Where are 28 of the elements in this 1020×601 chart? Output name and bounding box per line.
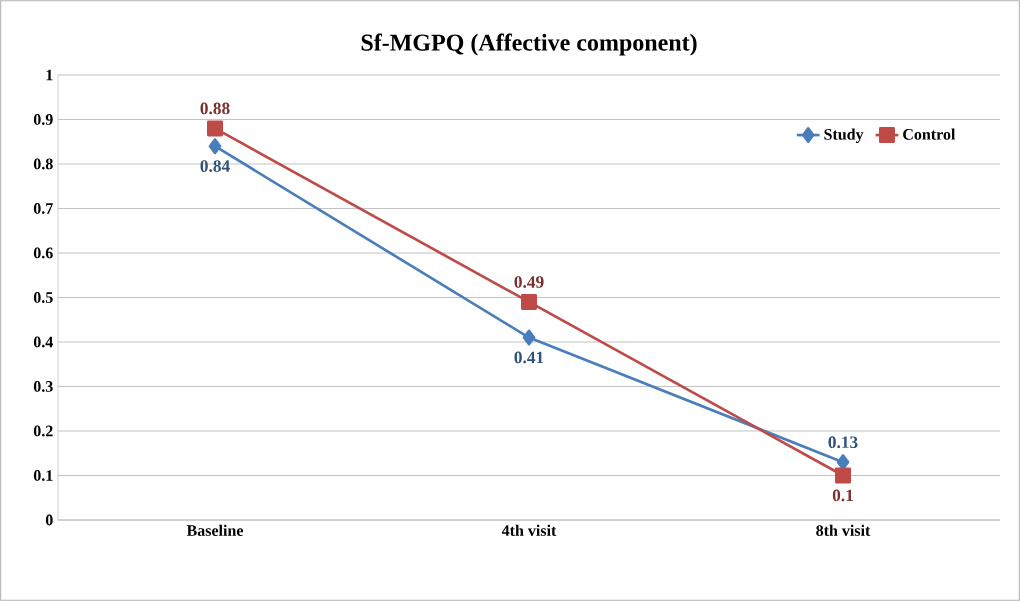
data-label: 0.49	[514, 276, 544, 288]
data-label: 0.88	[200, 102, 230, 115]
y-tick-label: 0.5	[33, 292, 53, 303]
x-tick-label: Baseline	[186, 524, 244, 536]
y-tick-label: 0.2	[33, 425, 53, 437]
y-tick-label: 0.6	[33, 247, 53, 259]
x-tick-label: 4th visit	[501, 524, 557, 536]
data-label: 0.13	[828, 436, 858, 449]
legend-label: Control	[903, 128, 956, 140]
point	[522, 329, 536, 346]
data-label: 0.41	[514, 351, 544, 364]
y-tick-label: 0.8	[33, 158, 53, 170]
point	[207, 120, 224, 137]
point	[521, 293, 538, 310]
data-label: 0.1	[832, 489, 853, 502]
y-tick-label: 1	[46, 69, 53, 81]
y-tick-label: 0.7	[33, 203, 53, 214]
y-tick-label: 0.3	[33, 381, 53, 392]
y-tick-label: 0	[45, 514, 53, 526]
y-tick-label: 0.1	[33, 470, 53, 481]
data-label: 0.84	[200, 160, 230, 173]
y-tick-label: 0.9	[33, 114, 53, 125]
point	[835, 467, 852, 484]
y-tick-label: 0.4	[33, 336, 53, 348]
chart-title: Sf-MGPQ (Affective component)	[361, 33, 697, 56]
x-tick-label: 8th visit	[816, 524, 871, 536]
point	[208, 138, 222, 155]
legend-label: Study	[824, 128, 864, 144]
